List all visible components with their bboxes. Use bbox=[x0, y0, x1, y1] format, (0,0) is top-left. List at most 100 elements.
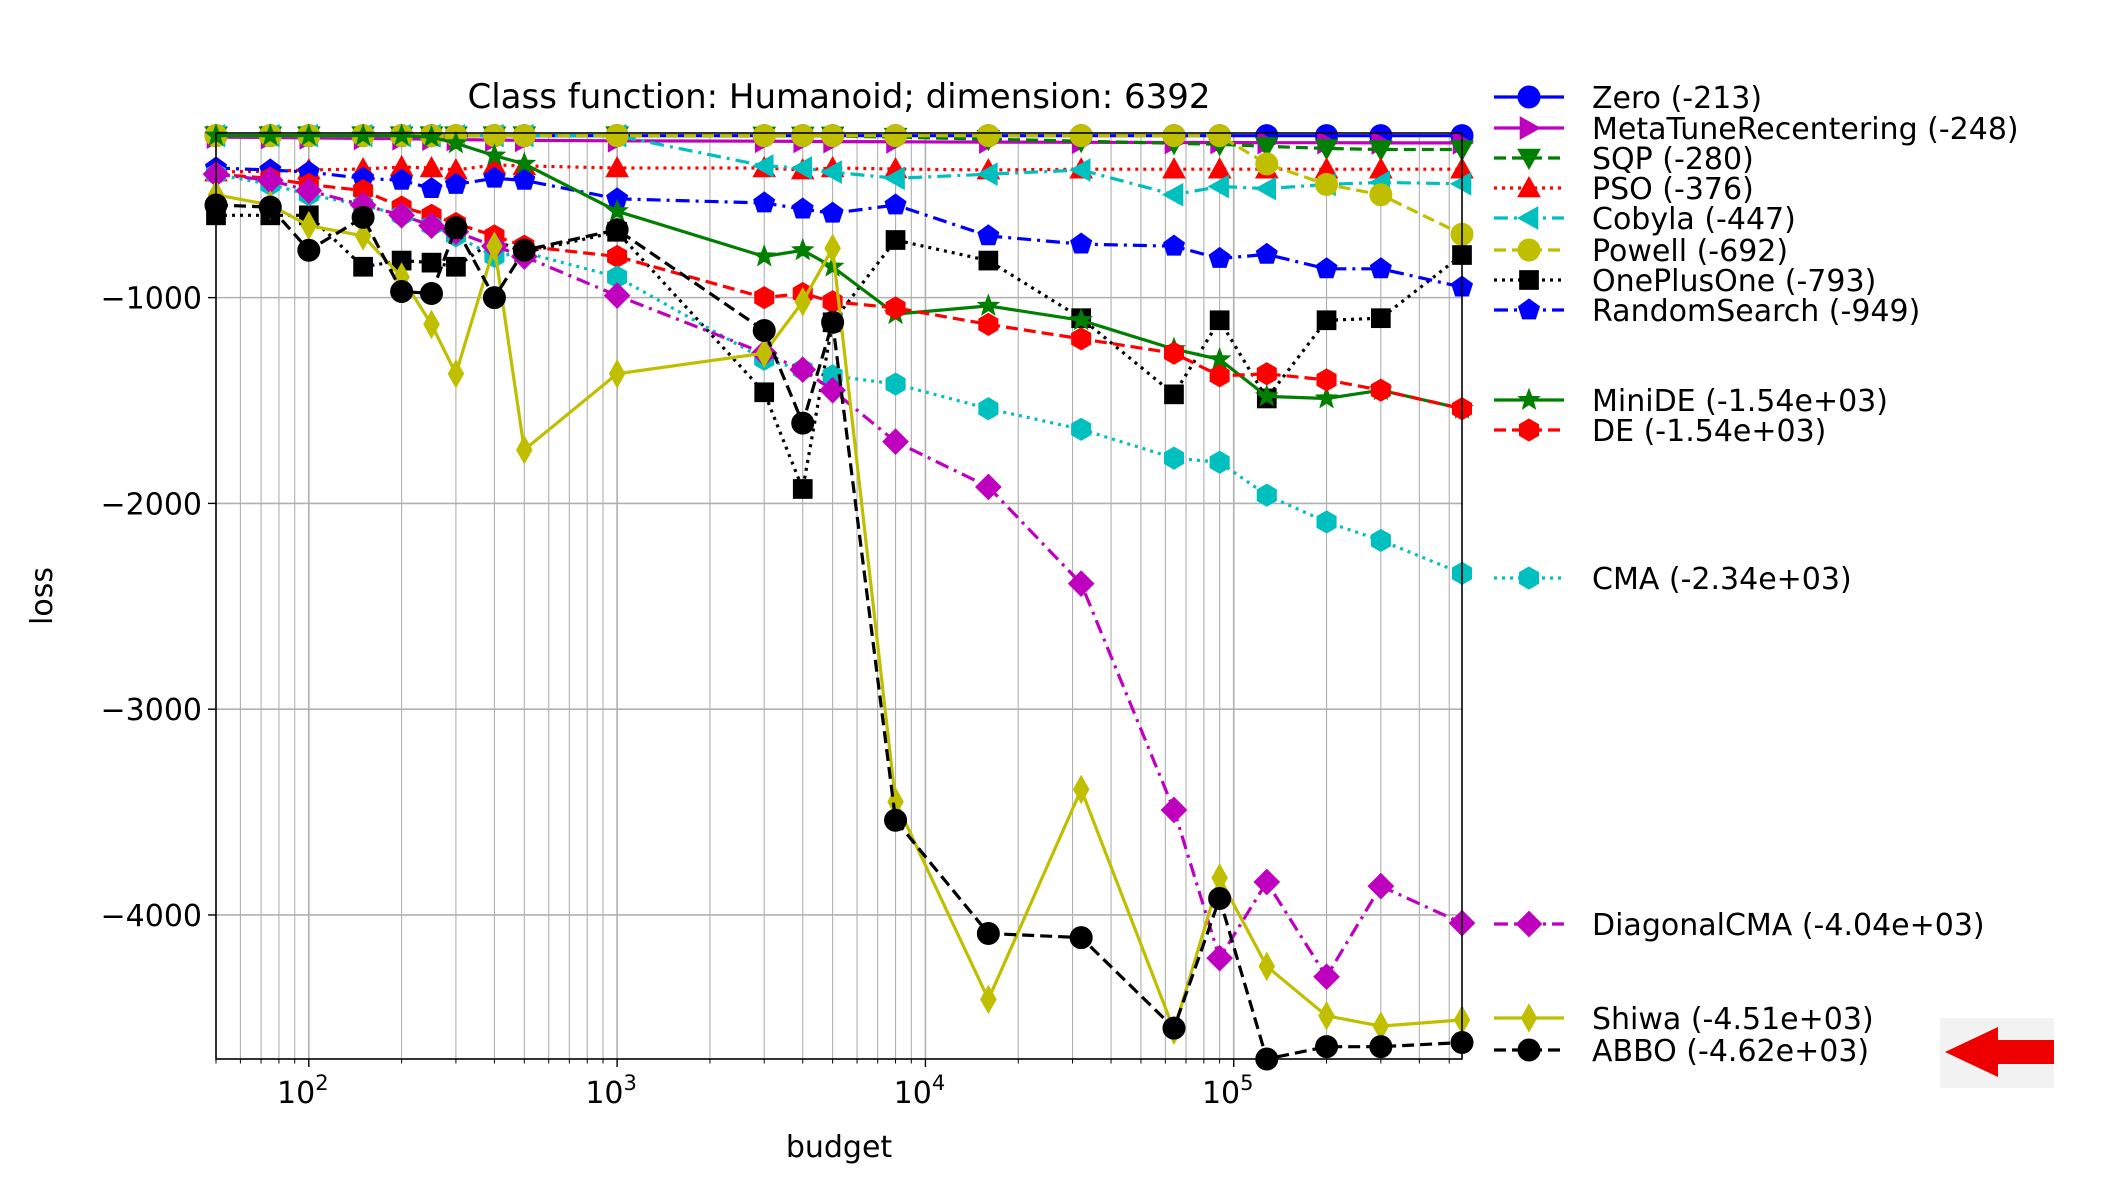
data-point bbox=[1161, 182, 1184, 207]
data-point bbox=[821, 124, 845, 148]
data-point bbox=[1253, 868, 1281, 896]
data-point bbox=[512, 238, 536, 262]
data-point bbox=[1254, 137, 1279, 159]
legend-entry: ABBO (-4.62e+03) bbox=[1494, 1034, 1869, 1069]
data-point bbox=[754, 382, 775, 403]
data-point bbox=[420, 176, 443, 198]
legend-entry: DE (-1.54e+03) bbox=[1494, 414, 1826, 449]
legend-marker bbox=[1515, 910, 1543, 938]
data-point bbox=[605, 155, 629, 178]
data-point bbox=[351, 205, 375, 229]
data-point bbox=[444, 216, 468, 240]
legend-marker bbox=[1518, 566, 1540, 590]
data-point bbox=[978, 397, 999, 421]
legend-entry: Powell (-692) bbox=[1494, 234, 1788, 269]
data-point bbox=[389, 123, 414, 146]
legend-label: RandomSearch (-949) bbox=[1592, 294, 1920, 329]
y-tick-label: −1000 bbox=[101, 282, 202, 317]
legend-entry: OnePlusOne (-793) bbox=[1494, 264, 1876, 299]
legend-marker bbox=[1518, 418, 1540, 442]
data-point bbox=[1160, 796, 1188, 824]
legend-entry: SQP (-280) bbox=[1494, 142, 1754, 177]
data-point bbox=[821, 310, 845, 334]
legend-entry: CMA (-2.34e+03) bbox=[1494, 562, 1852, 597]
data-point bbox=[418, 212, 445, 239]
legend-label: OnePlusOne (-793) bbox=[1592, 264, 1876, 299]
legend-entry: Zero (-213) bbox=[1494, 81, 1762, 116]
series-9 bbox=[205, 162, 1473, 421]
data-point bbox=[1313, 963, 1340, 991]
y-axis-label: loss bbox=[25, 567, 60, 625]
data-point bbox=[884, 193, 907, 215]
data-point bbox=[486, 231, 503, 261]
data-point bbox=[976, 921, 1000, 945]
legend-marker bbox=[1519, 270, 1539, 290]
data-point bbox=[1071, 417, 1092, 441]
data-point bbox=[978, 250, 999, 271]
legend-marker bbox=[1517, 238, 1541, 262]
data-point bbox=[419, 155, 444, 178]
data-point bbox=[513, 168, 536, 190]
data-point bbox=[1209, 310, 1230, 331]
data-point bbox=[605, 198, 629, 222]
data-point bbox=[354, 221, 372, 251]
data-point bbox=[976, 293, 1001, 316]
legend-marker bbox=[1517, 148, 1541, 171]
data-point bbox=[516, 435, 533, 465]
arrow-icon bbox=[1940, 1018, 2054, 1088]
legend-label: MiniDE (-1.54e+03) bbox=[1592, 384, 1888, 419]
data-point bbox=[820, 160, 842, 184]
legend-entry: DiagonalCMA (-4.04e+03) bbox=[1494, 908, 1985, 943]
y-tick-label: −4000 bbox=[101, 899, 202, 934]
data-point bbox=[1208, 124, 1232, 148]
data-point bbox=[1069, 307, 1093, 331]
x-tick-label: 103 bbox=[585, 1071, 637, 1111]
data-point bbox=[1206, 944, 1233, 972]
data-point bbox=[419, 282, 443, 306]
data-point bbox=[482, 286, 506, 310]
legend-label: Powell (-692) bbox=[1592, 234, 1788, 269]
y-tick-label: −3000 bbox=[101, 693, 202, 728]
data-point bbox=[976, 162, 998, 187]
legend-label: DE (-1.54e+03) bbox=[1592, 414, 1826, 449]
data-point bbox=[444, 172, 467, 194]
data-point bbox=[1314, 386, 1339, 409]
data-point bbox=[605, 124, 629, 148]
data-point bbox=[980, 984, 997, 1015]
data-point bbox=[446, 256, 466, 277]
series-8 bbox=[204, 123, 1474, 419]
data-point bbox=[1315, 257, 1338, 279]
legend-entry: MiniDE (-1.54e+03) bbox=[1494, 384, 1888, 419]
series-13 bbox=[204, 193, 1474, 1071]
data-point bbox=[1367, 872, 1395, 900]
series-line bbox=[215, 135, 1462, 145]
data-point bbox=[483, 166, 506, 188]
data-point bbox=[752, 319, 776, 343]
legend-label: MetaTuneRecentering (-248) bbox=[1592, 112, 2019, 147]
data-point bbox=[752, 154, 774, 178]
legend-label: Shiwa (-4.51e+03) bbox=[1592, 1002, 1874, 1037]
legend-marker bbox=[1517, 175, 1541, 198]
data-point bbox=[754, 286, 775, 310]
legend: Zero (-213)MetaTuneRecentering (-248)SQP… bbox=[1494, 81, 2019, 1069]
data-point bbox=[1162, 1016, 1186, 1040]
legend-label: SQP (-280) bbox=[1592, 142, 1754, 177]
series-line bbox=[215, 172, 1463, 575]
chart-title: Class function: Humanoid; dimension: 639… bbox=[467, 77, 1210, 117]
data-point bbox=[882, 428, 909, 456]
data-point bbox=[885, 230, 906, 250]
legend-label: ABBO (-4.62e+03) bbox=[1592, 1034, 1869, 1069]
data-point bbox=[789, 356, 817, 384]
data-point bbox=[824, 233, 841, 264]
data-point bbox=[1256, 362, 1277, 386]
data-point bbox=[1067, 570, 1095, 598]
series-line bbox=[215, 166, 1463, 289]
data-point bbox=[1209, 364, 1230, 388]
data-point bbox=[1209, 450, 1230, 474]
y-ticks: −1000 −2000 −3000 −4000 bbox=[101, 282, 216, 934]
data-point bbox=[1164, 384, 1184, 405]
series-line bbox=[216, 134, 1463, 411]
series-line bbox=[215, 172, 1463, 411]
data-point bbox=[608, 358, 626, 389]
